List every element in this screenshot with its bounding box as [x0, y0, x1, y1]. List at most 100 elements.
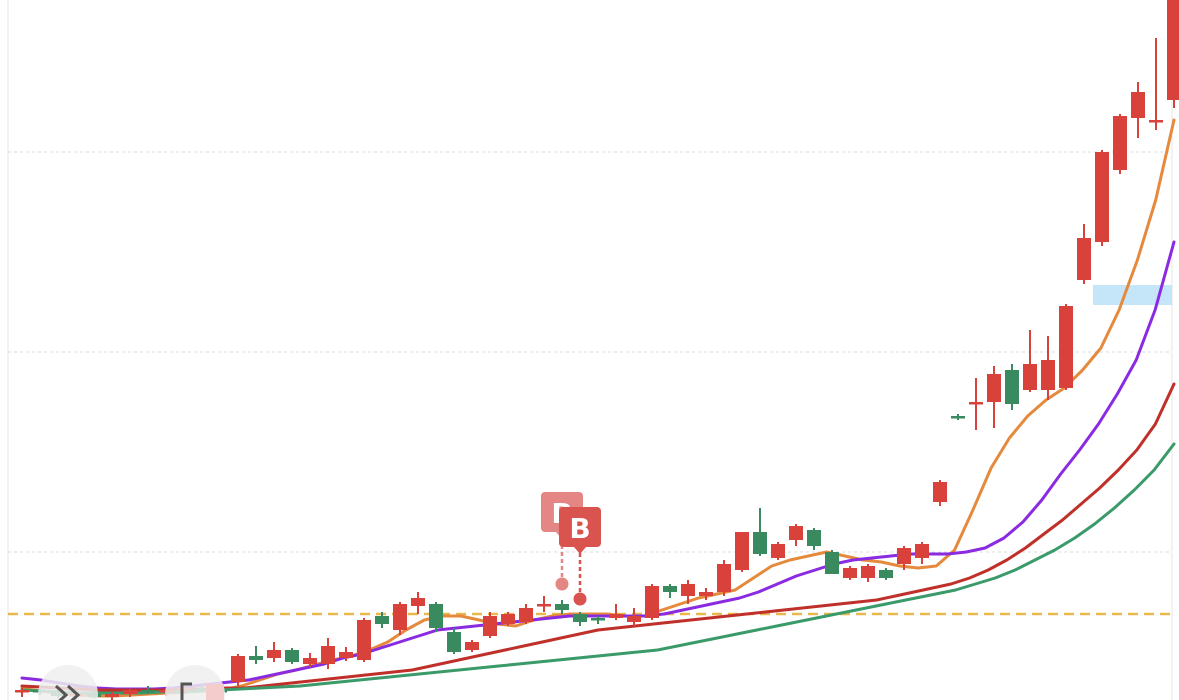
candle-body — [591, 618, 605, 621]
candle — [879, 568, 893, 580]
marker-dot — [573, 592, 587, 606]
grid-lines — [7, 0, 1173, 700]
marker-dot — [555, 577, 569, 591]
reset-view-button[interactable] — [165, 665, 225, 700]
candle-body — [393, 604, 407, 630]
scroll-left-button[interactable] — [38, 665, 98, 700]
highlight-band-layer — [1093, 285, 1172, 305]
candle-body — [969, 402, 983, 405]
candle-body — [465, 642, 479, 650]
candle-body — [1005, 370, 1019, 404]
candle-body — [987, 374, 1001, 402]
candle-body — [627, 616, 641, 622]
candle — [1095, 150, 1109, 246]
candle — [141, 686, 155, 694]
candle — [627, 608, 641, 626]
candle-body — [303, 658, 317, 664]
candle — [1077, 224, 1091, 284]
candle-body — [483, 616, 497, 636]
candle-body — [555, 604, 569, 610]
candle-body — [645, 586, 659, 618]
candle — [915, 542, 929, 564]
candle-body — [1167, 0, 1179, 100]
candle — [231, 654, 245, 686]
double-chevron-right-icon — [54, 684, 81, 700]
candle — [1005, 364, 1019, 410]
candle-body — [573, 614, 587, 622]
candle-body — [339, 652, 353, 658]
highlight-band — [1093, 285, 1172, 305]
candle — [897, 546, 911, 570]
candle-body — [609, 614, 623, 618]
candle-body — [1131, 92, 1145, 118]
candle — [123, 689, 137, 697]
candle — [951, 414, 965, 420]
candle-body — [231, 656, 245, 682]
candle-body — [1041, 360, 1055, 390]
candle-body — [663, 586, 677, 592]
candle-body — [249, 656, 263, 660]
candle — [807, 528, 821, 550]
candle-body — [807, 530, 821, 546]
candle-body — [411, 598, 425, 606]
candle — [1113, 114, 1127, 174]
candle-body — [789, 526, 803, 540]
candle-body — [771, 544, 785, 558]
candle-body — [321, 646, 335, 664]
candle — [321, 638, 335, 669]
candle — [15, 688, 29, 697]
candle-body — [501, 614, 515, 624]
candle-body — [717, 564, 731, 592]
trade-markers[interactable]: BB — [541, 492, 601, 606]
candle-body — [753, 532, 767, 554]
candle — [501, 612, 515, 626]
candle — [429, 602, 443, 632]
moving-average-line — [20, 442, 1176, 695]
candle-body — [951, 416, 965, 419]
candle — [933, 480, 947, 506]
candle — [699, 588, 713, 600]
candle-body — [861, 566, 875, 578]
candle-body — [429, 604, 443, 628]
candle-body — [123, 690, 137, 694]
candle — [1131, 82, 1145, 138]
candle — [1167, 0, 1179, 108]
candle — [789, 524, 803, 546]
candle — [537, 596, 551, 612]
candle-body — [843, 568, 857, 578]
candle-body — [105, 694, 119, 697]
candle-body — [1095, 152, 1109, 242]
marker-label: B — [569, 512, 590, 545]
navigation-buttons[interactable] — [38, 665, 225, 700]
candle — [249, 646, 263, 664]
candle-body — [879, 570, 893, 578]
candle — [987, 366, 1001, 428]
candle — [681, 580, 695, 604]
candle — [753, 508, 767, 556]
candle-body — [519, 608, 533, 622]
candle-body — [357, 620, 371, 660]
candle — [609, 604, 623, 620]
candle — [483, 612, 497, 638]
marker-box — [559, 507, 601, 547]
moving-average-lines — [20, 118, 1176, 698]
candle — [591, 616, 605, 624]
candle — [375, 612, 389, 628]
candle — [1149, 38, 1163, 130]
candle — [303, 653, 317, 667]
candle — [285, 648, 299, 664]
buy-marker[interactable]: B — [559, 507, 601, 606]
candle — [861, 564, 875, 582]
candle — [519, 604, 533, 624]
candle-body — [897, 548, 911, 564]
candle-body — [267, 650, 281, 658]
candle — [339, 647, 353, 661]
moving-average-line — [20, 118, 1176, 698]
candle-body — [537, 604, 551, 607]
bracket-icon — [180, 682, 224, 700]
candle — [447, 628, 461, 654]
candle — [105, 692, 119, 700]
candle-body — [375, 616, 389, 624]
candle — [393, 602, 407, 635]
candle — [843, 566, 857, 580]
